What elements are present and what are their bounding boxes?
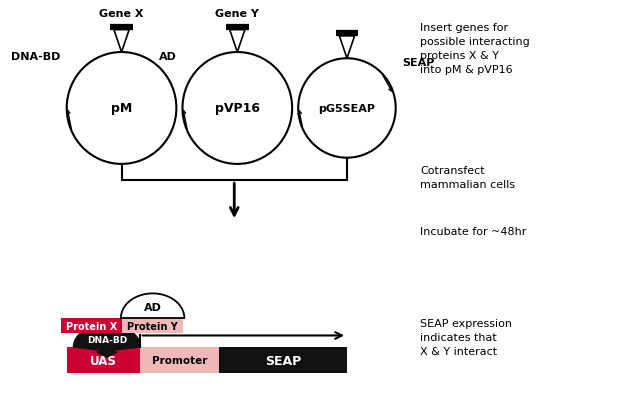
Polygon shape xyxy=(121,294,185,318)
Text: SEAP expression
indicates that
X & Y interact: SEAP expression indicates that X & Y int… xyxy=(420,318,512,356)
Text: pM: pM xyxy=(111,102,132,115)
FancyArrowPatch shape xyxy=(298,111,302,127)
FancyArrowPatch shape xyxy=(182,111,187,130)
Text: UAS: UAS xyxy=(90,354,117,367)
Polygon shape xyxy=(74,325,140,357)
Text: Promoter: Promoter xyxy=(152,355,207,366)
Text: DNA-BD: DNA-BD xyxy=(87,335,127,344)
Text: pVP16: pVP16 xyxy=(215,102,260,115)
Polygon shape xyxy=(230,31,245,53)
FancyArrowPatch shape xyxy=(383,76,392,92)
Text: pG5SEAP: pG5SEAP xyxy=(319,104,375,114)
Bar xyxy=(61,318,122,334)
Polygon shape xyxy=(114,31,129,53)
Text: Protein X: Protein X xyxy=(66,321,117,331)
Bar xyxy=(219,347,347,373)
Text: SEAP: SEAP xyxy=(402,58,434,68)
FancyArrowPatch shape xyxy=(67,111,71,130)
Polygon shape xyxy=(340,37,355,59)
Text: Gene Y: Gene Y xyxy=(215,9,259,19)
Bar xyxy=(67,347,140,373)
Text: Cotransfect
mammalian cells: Cotransfect mammalian cells xyxy=(420,166,515,190)
Text: AD: AD xyxy=(159,52,176,62)
Text: Incubate for ~48hr: Incubate for ~48hr xyxy=(420,227,527,237)
Text: Gene X: Gene X xyxy=(100,9,144,19)
Bar xyxy=(140,347,219,373)
Text: Protein Y: Protein Y xyxy=(127,321,178,331)
Text: AD: AD xyxy=(144,302,161,312)
Text: SEAP: SEAP xyxy=(265,354,301,367)
Bar xyxy=(122,318,183,334)
Text: Insert genes for
possible interacting
proteins X & Y
into pM & pVP16: Insert genes for possible interacting pr… xyxy=(420,23,530,75)
Text: DNA-BD: DNA-BD xyxy=(11,52,60,62)
